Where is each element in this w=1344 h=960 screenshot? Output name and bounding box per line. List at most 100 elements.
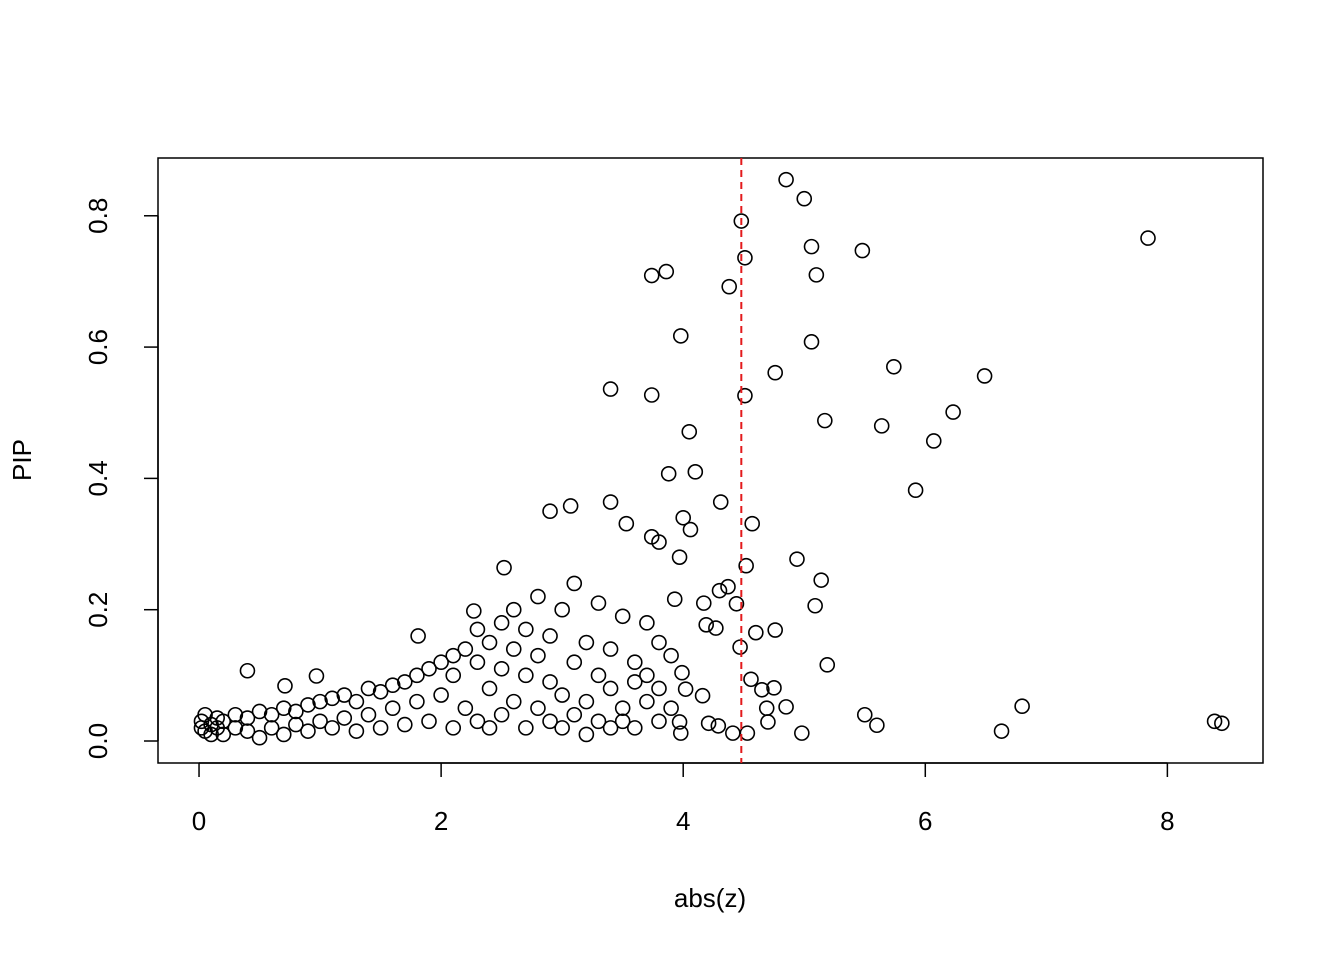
point [819, 657, 836, 673]
point [481, 720, 498, 736]
point [421, 713, 437, 730]
x-tick-label: 6 [918, 806, 932, 836]
point [720, 578, 736, 595]
point [312, 693, 328, 710]
point [410, 628, 426, 644]
point [481, 634, 498, 651]
point [626, 654, 643, 671]
point [712, 494, 729, 510]
point [748, 624, 764, 641]
point [542, 503, 558, 520]
point [854, 242, 871, 259]
point [618, 515, 635, 532]
point [518, 667, 534, 684]
point [397, 716, 413, 733]
point [803, 334, 820, 350]
point [251, 703, 268, 720]
point [562, 498, 579, 514]
point [215, 713, 232, 730]
point [739, 725, 756, 741]
point [445, 720, 462, 736]
point [674, 664, 690, 681]
point [614, 700, 631, 716]
point [639, 693, 655, 710]
point [738, 557, 754, 574]
point [737, 387, 753, 404]
y-tick-label: 0.0 [83, 723, 113, 759]
point [766, 680, 782, 696]
point [275, 700, 292, 716]
point [869, 717, 885, 734]
point [732, 639, 748, 655]
point [542, 628, 558, 644]
point [505, 601, 522, 618]
point [312, 713, 328, 730]
point [695, 595, 712, 611]
point [300, 697, 316, 713]
point [360, 680, 377, 697]
point [1014, 698, 1030, 715]
point [336, 710, 353, 726]
point [1140, 230, 1156, 246]
point [324, 690, 340, 707]
point [288, 703, 304, 720]
point [758, 700, 775, 716]
point [767, 364, 783, 381]
x-tick-label: 2 [434, 806, 448, 836]
point [602, 494, 619, 510]
point [215, 726, 232, 743]
point [481, 680, 498, 697]
point [675, 509, 692, 526]
point [239, 723, 256, 739]
point [886, 358, 902, 375]
point [651, 634, 667, 651]
point [711, 582, 728, 599]
plot-box [157, 157, 1264, 764]
point [993, 723, 1010, 739]
point [518, 720, 534, 736]
point [263, 720, 280, 736]
point [554, 601, 570, 618]
point [300, 723, 316, 739]
point [643, 267, 660, 284]
point [263, 706, 280, 723]
point [433, 687, 449, 703]
point [602, 381, 619, 397]
point [457, 641, 474, 657]
point [856, 706, 873, 723]
point [554, 687, 570, 703]
point [372, 683, 389, 700]
point [251, 729, 268, 746]
point [813, 572, 829, 588]
point [1214, 715, 1230, 732]
point [421, 660, 437, 677]
point [660, 465, 677, 482]
point [651, 680, 667, 697]
point [590, 713, 607, 730]
point [336, 687, 353, 703]
point [778, 699, 794, 715]
point [277, 678, 293, 694]
point [666, 591, 683, 607]
point [639, 667, 655, 684]
point [796, 190, 813, 207]
point [803, 238, 820, 255]
point [445, 647, 462, 664]
point [275, 726, 292, 743]
point [384, 700, 401, 716]
point [643, 529, 660, 545]
point [530, 588, 546, 605]
point [945, 404, 961, 420]
point [360, 706, 377, 723]
x-tick-label: 4 [676, 806, 690, 836]
point [239, 710, 256, 726]
point [505, 693, 522, 710]
point [671, 714, 688, 730]
point [700, 715, 717, 732]
point [710, 718, 727, 734]
point [794, 725, 810, 741]
point [663, 647, 679, 664]
point [733, 213, 750, 229]
point [590, 595, 607, 611]
